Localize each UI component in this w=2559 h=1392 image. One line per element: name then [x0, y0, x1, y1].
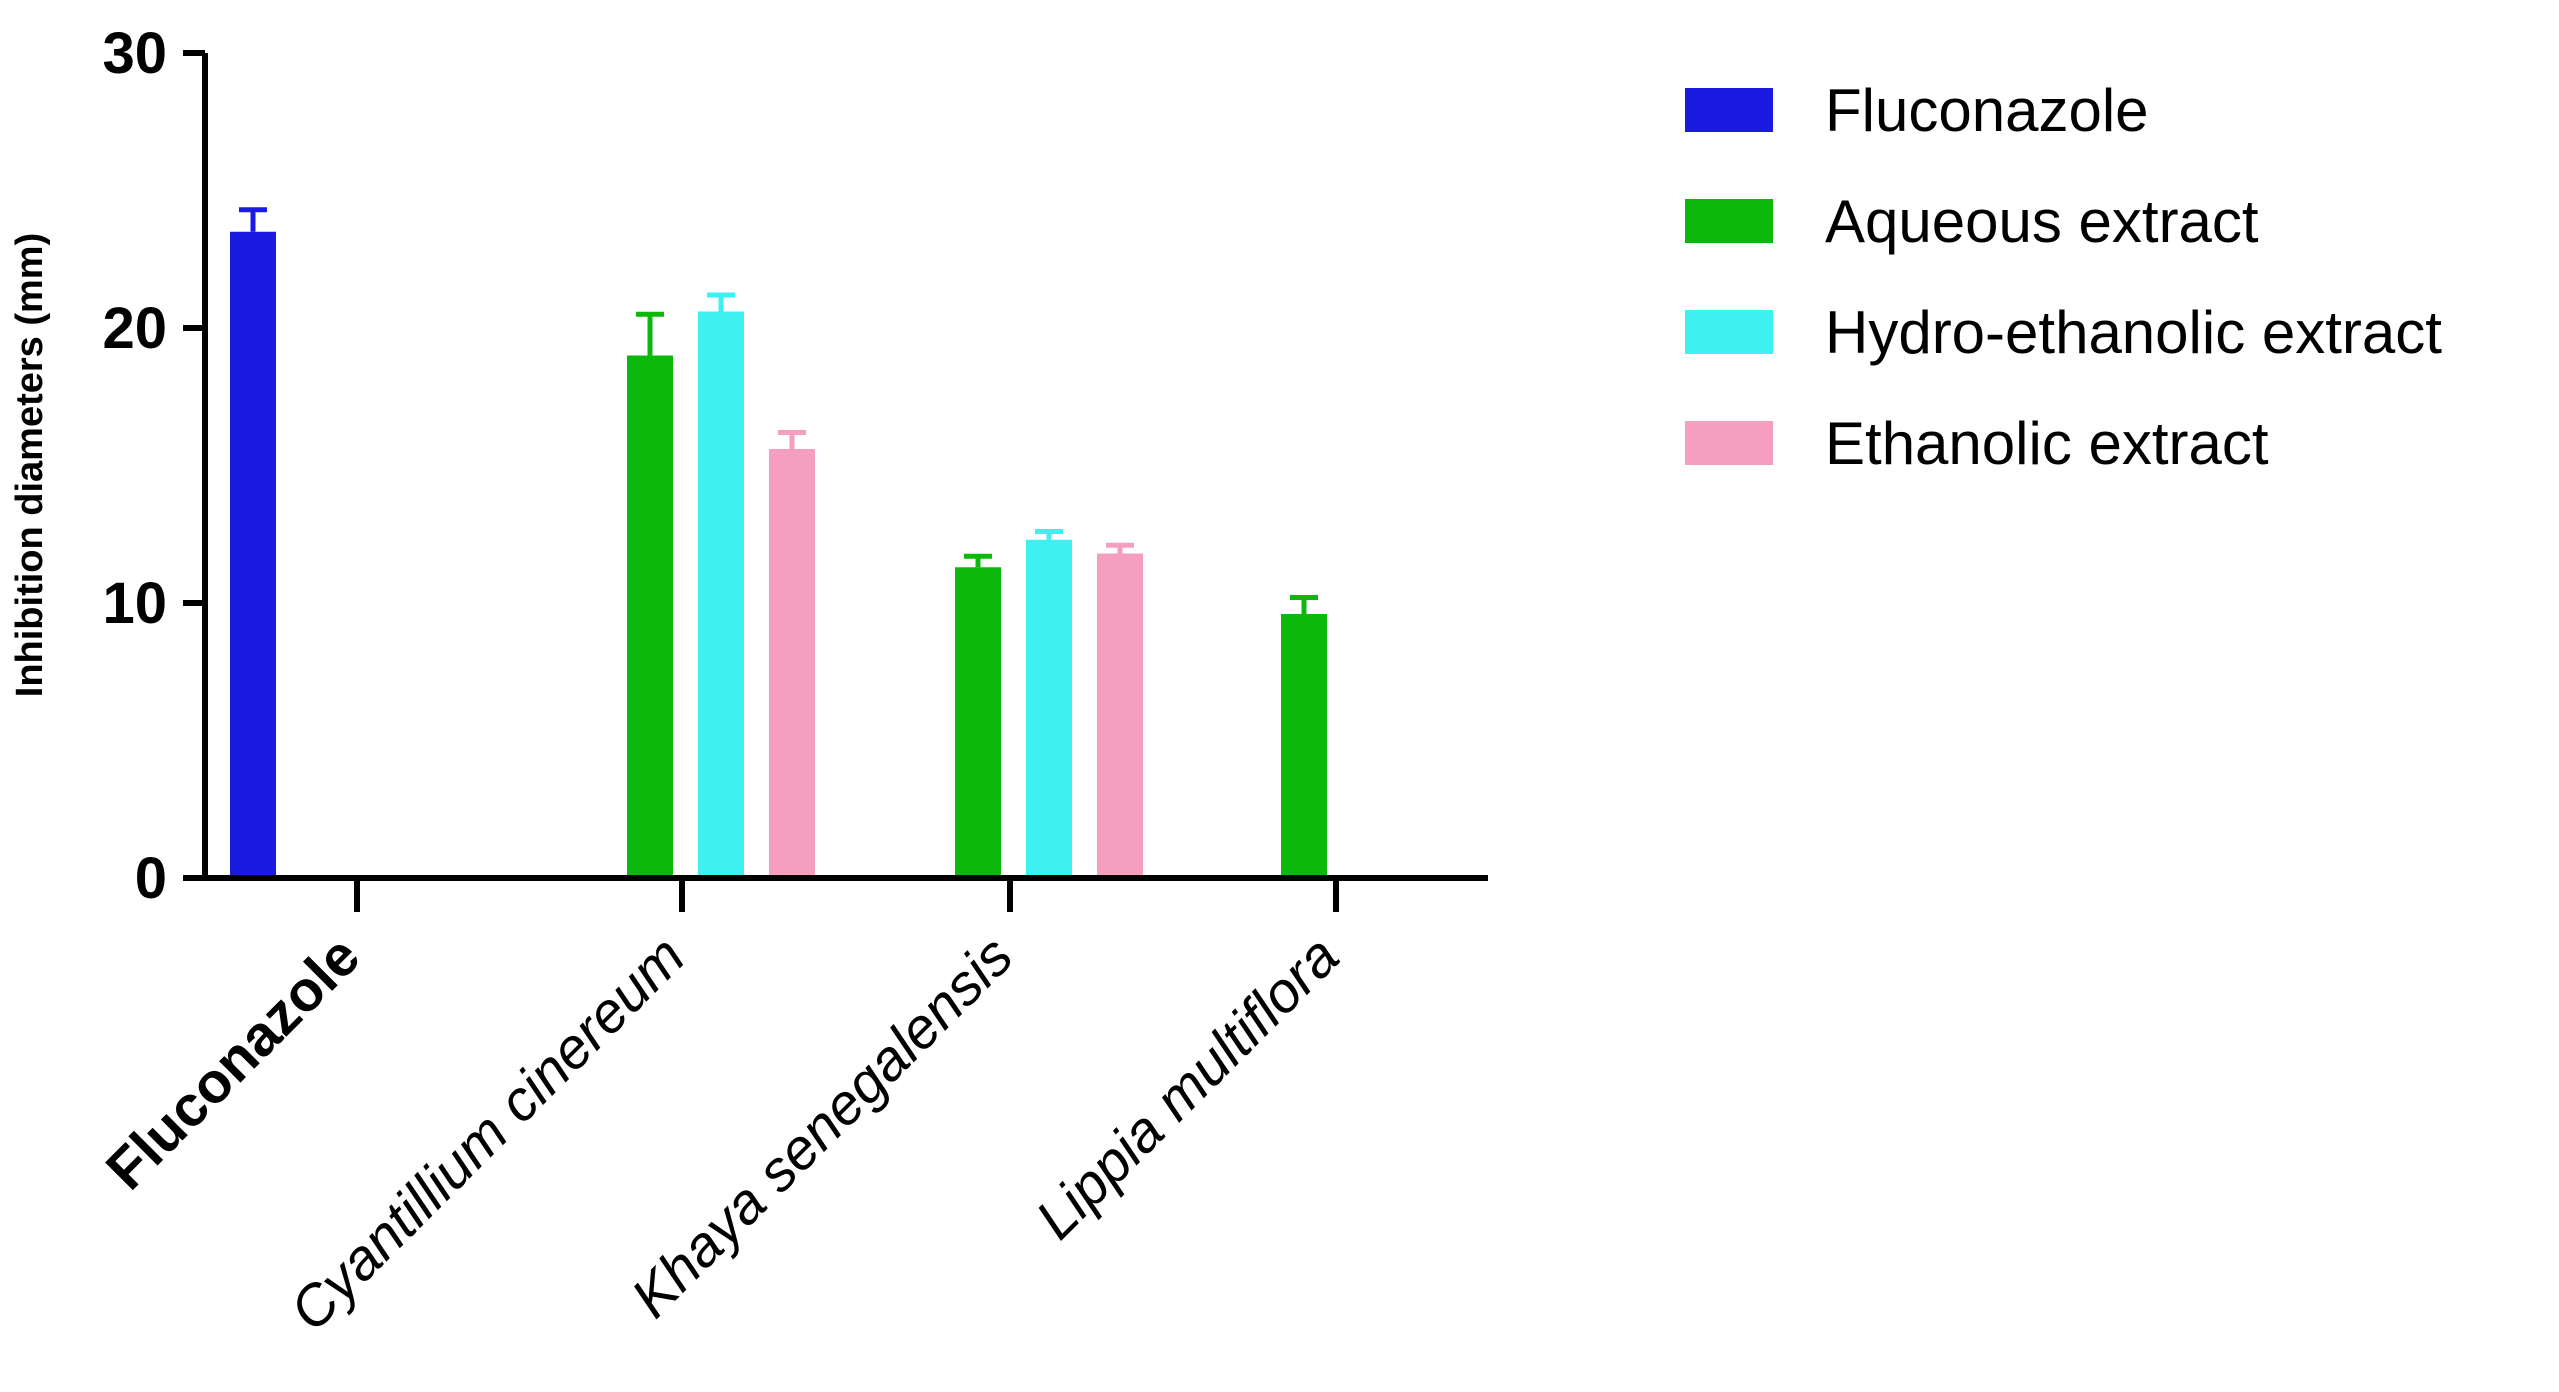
x-category-label: Lippia multiflora — [1024, 924, 1352, 1252]
legend-swatch — [1685, 199, 1773, 243]
plot-area — [230, 207, 1327, 878]
legend-label: Ethanolic extract — [1825, 410, 2269, 477]
bar — [1281, 614, 1327, 878]
legend-label: Aqueous extract — [1825, 188, 2259, 255]
bar — [1097, 553, 1143, 878]
bar — [1026, 539, 1072, 878]
y-tick-label: 0 — [135, 846, 167, 911]
legend: Fluconazole Aqueous extract Hydro-ethanoli… — [1685, 77, 2442, 477]
legend-swatch — [1685, 310, 1773, 354]
legend-label: Hydro-ethanolic extract — [1825, 299, 2442, 366]
bar — [230, 231, 276, 878]
y-tick-label: 10 — [102, 571, 167, 636]
legend-swatch — [1685, 88, 1773, 132]
y-tick-label: 20 — [102, 296, 167, 361]
legend-swatch — [1685, 421, 1773, 465]
legend-label: Fluconazole — [1825, 77, 2149, 144]
bar — [698, 311, 744, 878]
bar — [955, 567, 1001, 878]
bar — [627, 355, 673, 878]
y-tick-label: 30 — [102, 21, 167, 86]
bar — [769, 449, 815, 878]
x-category-label: Fluconazole — [94, 924, 372, 1202]
y-axis-label: Inhibition diameters (mm) — [9, 233, 51, 697]
